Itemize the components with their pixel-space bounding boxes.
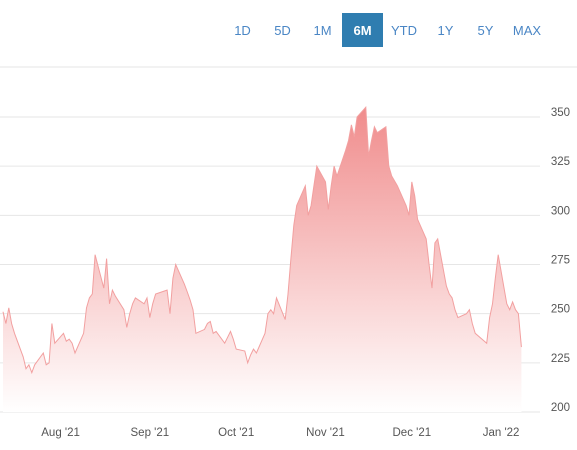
x-axis-ticks: Aug '21 Sep '21 Oct '21 Nov '21 Dec '21 Jan '…: [41, 427, 519, 439]
x-tick-label: Jan '22: [483, 427, 520, 439]
price-area: [3, 107, 522, 412]
price-line: [2, 105, 522, 375]
range-button-5d[interactable]: 5D: [274, 22, 291, 38]
y-tick-label: 300: [551, 205, 570, 217]
x-tick-label: Nov '21: [306, 427, 345, 439]
range-button-1m[interactable]: 1M: [313, 22, 332, 38]
range-button-ytd[interactable]: YTD: [391, 22, 417, 38]
y-tick-label: 325: [551, 156, 570, 168]
y-tick-label: 200: [551, 402, 570, 414]
range-button-1y[interactable]: 1Y: [437, 22, 454, 38]
x-tick-label: Oct '21: [218, 427, 254, 439]
y-tick-label: 350: [551, 107, 570, 119]
range-button-5y[interactable]: 5Y: [477, 22, 494, 38]
range-selector: 1D 5D 1M 6M YTD 1Y 5Y MAX: [222, 13, 548, 47]
x-tick-label: Dec '21: [393, 427, 432, 439]
y-tick-label: 250: [551, 304, 570, 316]
y-tick-label: 275: [551, 255, 570, 267]
range-button-6m[interactable]: 6M: [342, 13, 383, 47]
y-axis-ticks: 200 225 250 275 300 325 350: [551, 107, 570, 414]
x-tick-label: Aug '21: [41, 427, 80, 439]
range-button-1d[interactable]: 1D: [234, 22, 251, 38]
range-button-max[interactable]: MAX: [512, 22, 542, 38]
y-tick-label: 225: [551, 353, 570, 365]
x-tick-label: Sep '21: [131, 427, 170, 439]
